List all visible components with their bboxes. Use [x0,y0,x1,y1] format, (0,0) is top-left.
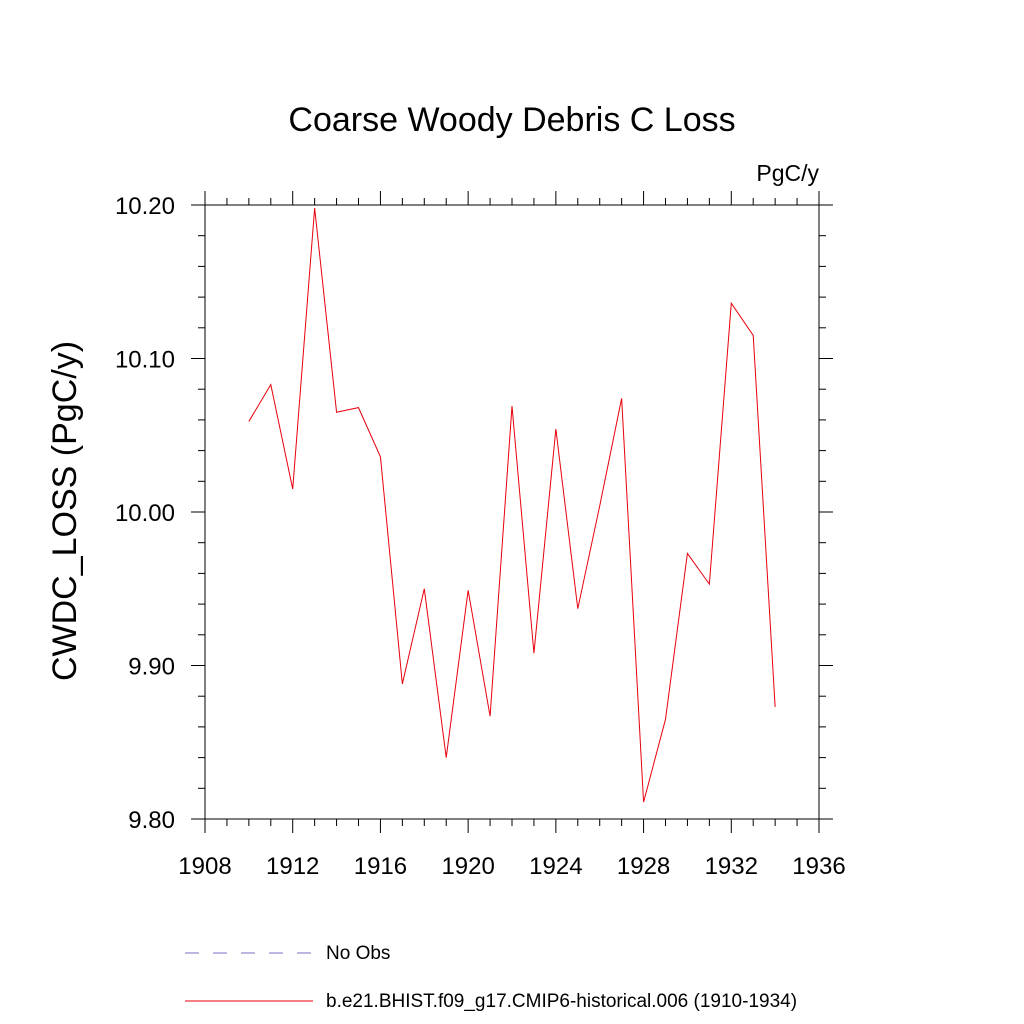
x-tick-label: 1908 [178,853,231,880]
y-axis-label: CWDC_LOSS (PgC/y) [46,341,84,681]
x-tick-label: 1928 [617,853,670,880]
y-tick-label: 10.00 [115,500,175,527]
y-tick-label: 10.10 [115,347,175,374]
x-tick-label: 1936 [792,853,845,880]
y-tick-label: 10.20 [115,193,175,220]
series-line [248,208,776,803]
x-tick-label: 1912 [266,853,319,880]
x-tick-label: 1924 [529,853,582,880]
legend: No Obs b.e21.BHIST.f09_g17.CMIP6-histori… [185,943,797,1012]
y-tick-label: 9.90 [128,654,175,681]
axis-ticks: 1908 1912 1916 1920 1924 1928 1932 1936 9.80 9.90… [115,191,846,880]
units-label: PgC/y [756,160,819,186]
x-tick-label: 1916 [354,853,407,880]
x-tick-label: 1932 [705,853,758,880]
x-tick-label: 1920 [441,853,494,880]
plot-frame [204,204,820,820]
legend-label-no-obs: No Obs [326,943,390,964]
legend-label-model: b.e21.BHIST.f09_g17.CMIP6-historical.006… [326,991,797,1012]
series-group [248,208,776,803]
chart-title: Coarse Woody Debris C Loss [288,101,735,139]
y-tick-label: 9.80 [128,807,175,834]
